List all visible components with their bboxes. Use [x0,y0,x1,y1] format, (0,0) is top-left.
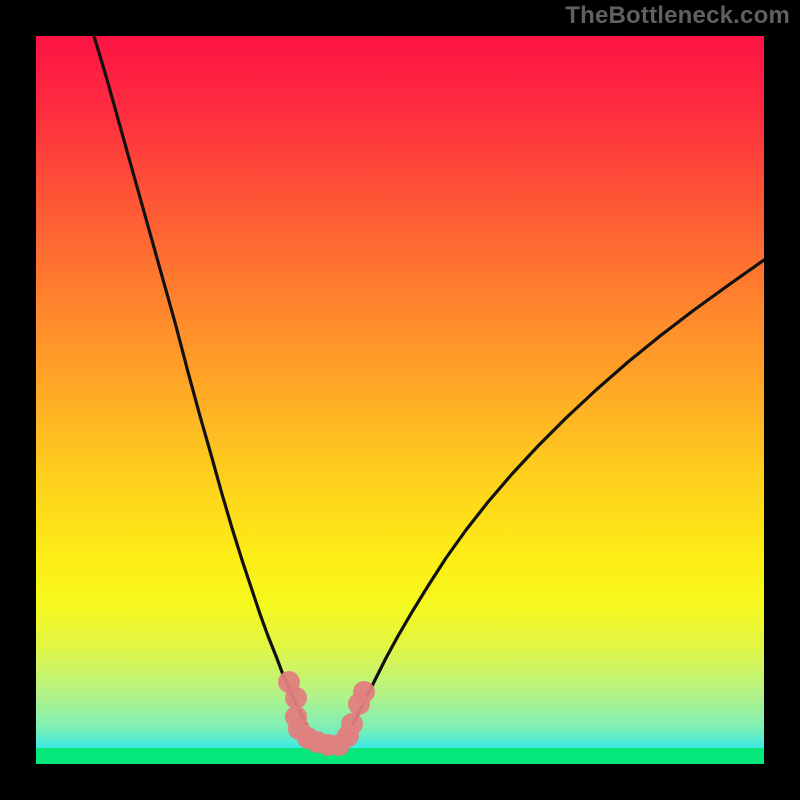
plot-svg [36,36,764,764]
bottom-green-strip [36,748,764,764]
chart-frame: TheBottleneck.com [0,0,800,800]
gradient-background [36,36,764,764]
data-marker [341,713,363,735]
attribution-text: TheBottleneck.com [565,2,790,30]
data-marker [285,687,307,709]
data-marker [353,681,375,703]
plot-area [36,36,764,764]
